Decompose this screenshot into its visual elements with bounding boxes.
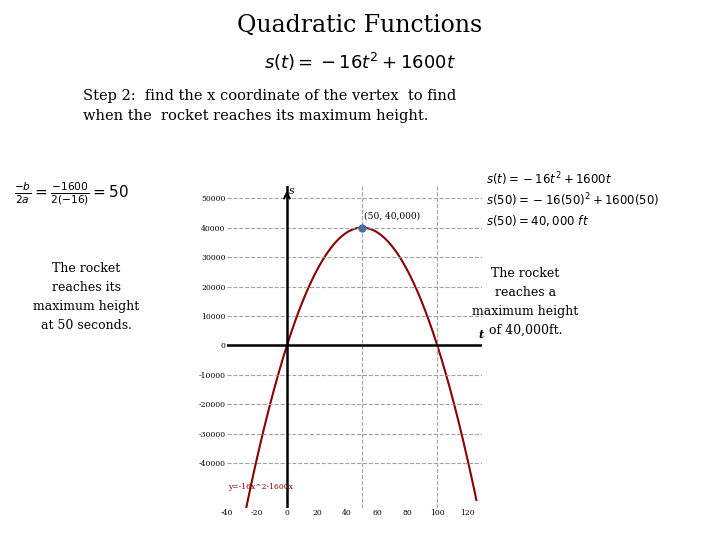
Text: $s(50) = 40,000\ ft$: $s(50) = 40,000\ ft$ <box>486 213 589 228</box>
Text: reaches a: reaches a <box>495 286 556 299</box>
Text: $\frac{-b}{2a} = \frac{-1600}{2(-16)} = 50$: $\frac{-b}{2a} = \frac{-1600}{2(-16)} = … <box>14 181 130 207</box>
Text: reaches its: reaches its <box>52 281 121 294</box>
Text: t: t <box>478 329 483 340</box>
Text: The rocket: The rocket <box>492 267 559 280</box>
Text: $s(t) = -16t^2 + 1600t$: $s(t) = -16t^2 + 1600t$ <box>486 170 612 188</box>
Text: Step 2:  find the x coordinate of the vertex  to find: Step 2: find the x coordinate of the ver… <box>83 89 456 103</box>
Text: y=-16x^2-1600x: y=-16x^2-1600x <box>228 483 293 491</box>
Text: (50, 40,000): (50, 40,000) <box>364 211 420 220</box>
Text: at 50 seconds.: at 50 seconds. <box>41 319 132 332</box>
Text: of 40,000ft.: of 40,000ft. <box>489 324 562 337</box>
Text: The rocket: The rocket <box>53 262 120 275</box>
Text: maximum height: maximum height <box>472 305 579 318</box>
Text: $s(50) = -16(50)^2 + 1600(50)$: $s(50) = -16(50)^2 + 1600(50)$ <box>486 192 660 210</box>
Text: when the  rocket reaches its maximum height.: when the rocket reaches its maximum heig… <box>83 109 428 123</box>
Text: $s(t) = -16t^2 + 1600t$: $s(t) = -16t^2 + 1600t$ <box>264 51 456 73</box>
Text: s: s <box>289 186 295 195</box>
Text: Quadratic Functions: Quadratic Functions <box>238 14 482 37</box>
Text: maximum height: maximum height <box>33 300 140 313</box>
